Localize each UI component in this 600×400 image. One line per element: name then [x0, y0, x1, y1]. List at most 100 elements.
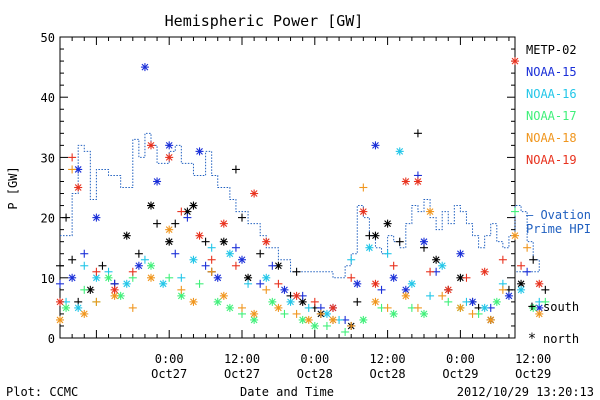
noaa-16-south-point — [244, 279, 253, 288]
metp-02-south-point — [353, 297, 362, 306]
noaa-15-south-point — [523, 267, 532, 276]
metp-02-south-point — [256, 249, 265, 258]
noaa-19-north-point — [401, 177, 410, 186]
noaa-19-north-point — [535, 279, 544, 288]
noaa-15-south-point — [183, 213, 192, 222]
noaa-19-south-point — [517, 261, 526, 270]
noaa-15-north-point — [153, 177, 162, 186]
noaa-15-south-point — [256, 279, 265, 288]
noaa-15-north-point — [68, 273, 77, 282]
noaa-16-south-point — [347, 255, 356, 264]
noaa-18-south-point — [438, 291, 447, 300]
noaa-18-north-point — [274, 303, 283, 312]
noaa-16-south-point — [80, 261, 89, 270]
noaa-19-north-point — [262, 237, 271, 246]
noaa-15-south-point — [80, 249, 89, 258]
metp-02-south-point — [395, 237, 404, 246]
noaa-18-north-point — [535, 309, 544, 318]
noaa-16-north-point — [517, 285, 526, 294]
metp-02-south-point — [201, 237, 210, 246]
noaa-17-north-point — [310, 321, 319, 330]
noaa-15-south-point — [56, 279, 64, 288]
noaa-18-south-point — [316, 309, 325, 318]
noaa-16-south-point — [383, 249, 392, 258]
noaa-16-south-point — [207, 243, 216, 252]
noaa-15-north-point — [401, 285, 410, 294]
x-tick-label-date: Oct28 — [297, 367, 333, 381]
x-axis-label: Date and Time — [240, 385, 334, 399]
chart-title: Hemispheric Power [GW] — [165, 12, 364, 30]
noaa-18-north-point — [401, 291, 410, 300]
metp-02-south-point — [413, 129, 422, 138]
noaa-16-north-point — [480, 303, 489, 312]
noaa-18-south-point — [413, 303, 422, 312]
y-axis-label: P [GW] — [6, 166, 20, 209]
noaa-17-north-point — [529, 303, 538, 312]
noaa-18-south-point — [468, 309, 477, 318]
noaa-15-north-point — [504, 291, 513, 300]
metp-02-north-point — [122, 231, 131, 240]
data-points — [56, 57, 550, 336]
noaa-17-north-point — [104, 273, 113, 282]
noaa-15-north-point — [165, 141, 174, 150]
noaa-17-south-point — [444, 297, 453, 306]
noaa-16-north-point — [365, 243, 374, 252]
metp-02-north-point — [219, 237, 228, 246]
plot-area — [59, 36, 516, 339]
noaa-19-south-point — [207, 255, 216, 264]
x-tick-label-date: Oct29 — [442, 367, 478, 381]
noaa-19-south-point — [68, 153, 77, 162]
north-marker-symbol: * — [528, 331, 536, 347]
metp-02-north-point — [165, 237, 174, 246]
noaa-18-south-point — [292, 309, 301, 318]
noaa-18-south-point — [359, 183, 368, 192]
legend-item: METP-02 — [526, 43, 577, 57]
noaa-15-north-point — [134, 261, 143, 270]
metp-02-south-point — [292, 267, 301, 276]
metp-02-north-point — [432, 255, 441, 264]
noaa-17-north-point — [225, 303, 234, 312]
noaa-15-north-point — [456, 249, 465, 258]
noaa-18-south-point — [207, 267, 216, 276]
noaa-17-north-point — [492, 297, 501, 306]
noaa-18-north-point — [486, 315, 495, 324]
legend-item: NOAA-18 — [526, 131, 577, 145]
noaa-17-north-point — [147, 261, 155, 270]
timestamp: 2012/10/29 13:20:13 — [457, 385, 594, 399]
legend-item: NOAA-15 — [526, 65, 577, 79]
north-marker-label: north — [543, 332, 579, 346]
x-tick-label-time: 0:00 — [155, 352, 184, 366]
noaa-17-south-point — [195, 279, 204, 288]
noaa-15-north-point — [195, 147, 204, 156]
x-tick-label-time: 0:00 — [300, 352, 329, 366]
noaa-18-north-point — [189, 297, 198, 306]
y-tick-label: 30 — [41, 151, 55, 165]
noaa-16-north-point — [74, 303, 83, 312]
noaa-17-south-point — [511, 207, 519, 216]
x-axis-ticks: 0:00Oct2712:00Oct270:00Oct2812:00Oct280:… — [59, 37, 551, 381]
metp-02-south-point — [529, 255, 538, 264]
noaa-18-north-point — [371, 297, 380, 306]
noaa-18-south-point — [68, 165, 77, 174]
noaa-19-north-point — [292, 291, 301, 300]
noaa-15-north-point — [280, 285, 289, 294]
noaa-15-north-point — [213, 273, 222, 282]
noaa-18-south-point — [177, 285, 186, 294]
noaa-16-north-point — [122, 279, 131, 288]
noaa-17-north-point — [268, 297, 277, 306]
noaa-15-south-point — [231, 243, 240, 252]
metp-02-north-point — [383, 219, 392, 228]
noaa-16-south-point — [426, 291, 435, 300]
noaa-19-north-point — [444, 285, 453, 294]
noaa-17-north-point — [62, 303, 71, 312]
noaa-15-south-point — [268, 261, 277, 270]
noaa-18-south-point — [92, 297, 101, 306]
x-tick-label-time: 0:00 — [446, 352, 475, 366]
metp-02-south-point — [62, 213, 71, 222]
legend-item: NOAA-17 — [526, 109, 577, 123]
y-tick-label: 10 — [41, 272, 55, 286]
x-tick-label-time: 12:00 — [515, 352, 551, 366]
noaa-15-north-point — [420, 237, 428, 246]
noaa-19-south-point — [92, 267, 101, 276]
